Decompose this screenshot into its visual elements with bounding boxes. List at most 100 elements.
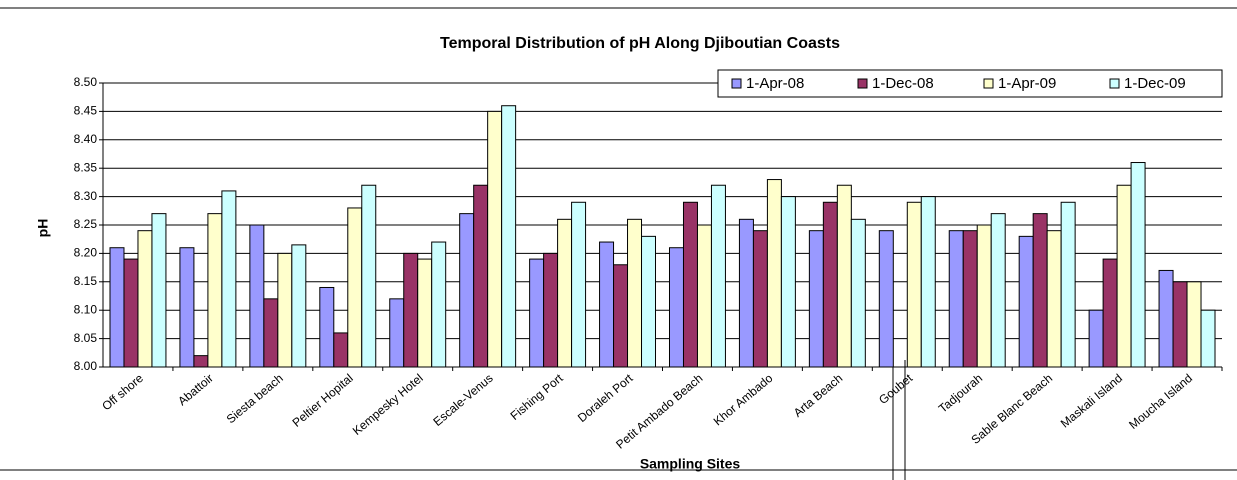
- bar: [878, 230, 894, 368]
- bar: [1130, 162, 1146, 368]
- bar: [1158, 269, 1174, 368]
- bar: [459, 213, 475, 368]
- y-tick-label: 8.25: [74, 217, 98, 231]
- y-tick-label: 8.05: [74, 331, 98, 345]
- bar: [487, 110, 503, 368]
- x-tick-label: Goubet: [876, 371, 916, 407]
- bar: [962, 230, 978, 368]
- y-tick-label: 8.20: [74, 246, 98, 260]
- bar: [599, 241, 615, 368]
- bar: [682, 201, 698, 368]
- legend-label: 1-Apr-09: [998, 75, 1056, 92]
- bar: [333, 332, 349, 368]
- bar: [207, 213, 223, 368]
- bar: [557, 218, 573, 368]
- bar: [836, 184, 852, 368]
- y-tick-label: 8.30: [74, 189, 98, 203]
- x-tick-label: Doraleh Port: [575, 371, 636, 425]
- bar: [571, 201, 587, 368]
- bar: [123, 258, 139, 368]
- x-tick-label: Siesta beach: [224, 371, 286, 426]
- y-tick-label: 8.15: [74, 274, 98, 288]
- bar: [473, 184, 489, 368]
- bar: [389, 298, 405, 368]
- bar: [990, 213, 1006, 368]
- bar: [920, 196, 936, 368]
- bar: [976, 224, 992, 368]
- bar: [151, 213, 167, 368]
- legend-label: 1-Apr-08: [746, 75, 804, 92]
- bar: [1088, 309, 1104, 368]
- bar: [1172, 281, 1188, 368]
- bar: [249, 224, 265, 368]
- legend-swatch: [731, 78, 742, 89]
- bar: [766, 179, 782, 368]
- bar: [1060, 201, 1076, 368]
- bar: [1200, 309, 1216, 368]
- bar: [808, 230, 824, 368]
- x-tick-label: Off shore: [99, 371, 146, 414]
- x-tick-label: Peltier Hopital: [290, 371, 356, 430]
- y-tick-label: 8.35: [74, 160, 98, 174]
- bar: [109, 247, 125, 368]
- bar: [417, 258, 433, 368]
- bar: [641, 235, 657, 368]
- bar: [752, 230, 768, 368]
- bar: [347, 207, 363, 368]
- bar: [291, 244, 307, 368]
- bar: [193, 355, 209, 368]
- legend-label: 1-Dec-09: [1124, 75, 1186, 92]
- bar: [277, 252, 293, 368]
- bar: [543, 252, 559, 368]
- bar: [1018, 235, 1034, 368]
- bar: [319, 286, 335, 368]
- y-tick-label: 8.40: [74, 132, 98, 146]
- bar: [137, 230, 153, 368]
- bar: [361, 184, 377, 368]
- legend-label: 1-Dec-08: [872, 75, 934, 92]
- bar: [431, 241, 447, 368]
- x-tick-label: Moucha Island: [1126, 371, 1195, 432]
- bar: [696, 224, 712, 368]
- y-tick-label: 8.10: [74, 302, 98, 316]
- legend-swatch: [857, 78, 868, 89]
- bar: [1046, 230, 1062, 368]
- x-tick-label: Khor Ambado: [711, 371, 776, 429]
- x-tick-label: Escale-Venus: [430, 371, 495, 429]
- bar: [1032, 213, 1048, 368]
- bar: [1116, 184, 1132, 368]
- bar: [1186, 281, 1202, 368]
- bar: [710, 184, 726, 368]
- x-tick-label: Arta Beach: [791, 371, 845, 420]
- legend-box: [717, 69, 1223, 98]
- chart-title: Temporal Distribution of pH Along Djibou…: [440, 35, 840, 52]
- bar: [613, 264, 629, 368]
- bar: [501, 105, 517, 368]
- bar: [179, 247, 195, 368]
- legend-swatch: [983, 78, 994, 89]
- y-axis-label: pH: [35, 219, 51, 238]
- y-tick-label: 8.45: [74, 104, 98, 118]
- bar: [948, 230, 964, 368]
- x-tick-label: Tadjourah: [936, 371, 985, 416]
- bar: [668, 247, 684, 368]
- y-tick-label: 8.50: [74, 75, 98, 89]
- x-tick-label: Kempesky Hotel: [350, 371, 426, 438]
- bar: [529, 258, 545, 368]
- bar: [403, 252, 419, 368]
- bar: [780, 196, 796, 368]
- x-tick-label: Maskali Island: [1058, 371, 1125, 431]
- x-tick-label: Abattoir: [175, 371, 216, 408]
- x-tick-label: Fishing Port: [508, 371, 567, 423]
- legend-swatch: [1109, 78, 1120, 89]
- y-tick-label: 8.00: [74, 359, 98, 373]
- bar: [906, 201, 922, 368]
- bar: [221, 190, 237, 368]
- bar: [822, 201, 838, 368]
- bar: [627, 218, 643, 368]
- x-axis-label: Sampling Sites: [640, 456, 741, 472]
- bar: [738, 218, 754, 368]
- bar: [1102, 258, 1118, 368]
- bar: [850, 218, 866, 368]
